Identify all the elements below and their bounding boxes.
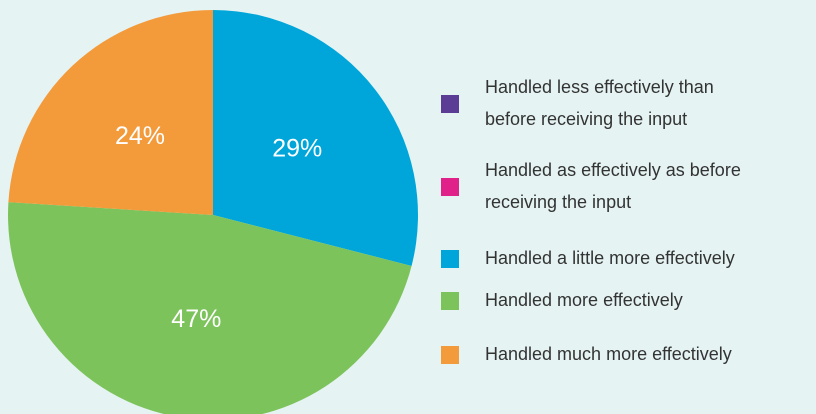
legend-line: Handled more effectively (485, 290, 683, 310)
legend-swatch (441, 292, 459, 310)
pie-slice (8, 202, 412, 414)
legend-swatch (441, 250, 459, 268)
legend-swatch (441, 178, 459, 196)
pie-slice (213, 10, 418, 266)
legend-label: Handled much more effectively (485, 344, 732, 364)
slice-label: 29% (272, 134, 322, 162)
legend-line: Handled much more effectively (485, 344, 732, 364)
slice-label: 24% (115, 122, 165, 150)
legend-label: Handled more effectively (485, 290, 683, 310)
legend-swatch (441, 95, 459, 113)
legend-label: Handled a little more effectively (485, 248, 735, 268)
legend-line: receiving the input (485, 192, 631, 212)
legend-line: Handled less effectively than (485, 77, 714, 97)
legend-line: Handled as effectively as before (485, 160, 741, 180)
legend-line: before receiving the input (485, 109, 687, 129)
slice-label: 47% (171, 305, 221, 333)
legend-line: Handled a little more effectively (485, 248, 735, 268)
legend-swatch (441, 346, 459, 364)
legend-label: Handled as effectively as before receivin… (485, 160, 741, 212)
pie-slice (8, 9, 213, 216)
legend-label: Handled less effectively than before rece… (485, 77, 714, 129)
